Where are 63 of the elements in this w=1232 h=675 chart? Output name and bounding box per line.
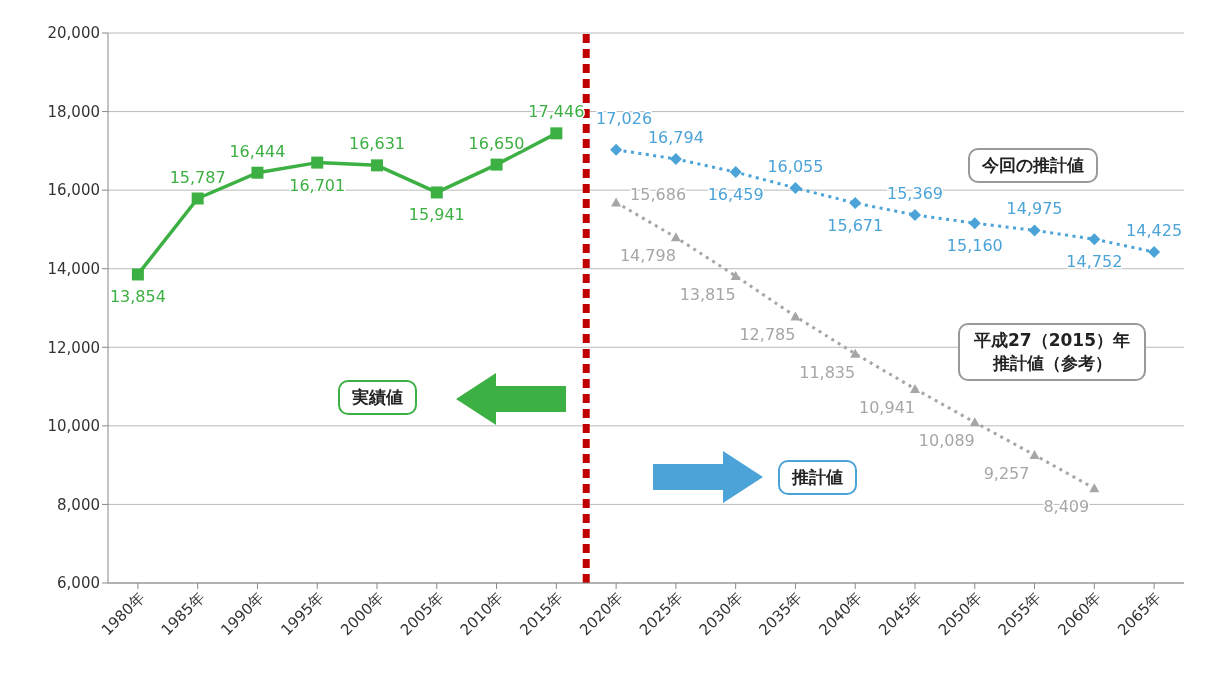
point — [968, 217, 981, 230]
data-label: 16,055 — [767, 156, 824, 176]
data-label: 15,671 — [827, 216, 884, 236]
point — [729, 166, 742, 179]
point — [430, 186, 443, 199]
y-tick-label: 10,000 — [47, 417, 100, 436]
point — [550, 127, 563, 140]
data-label: 14,975 — [1006, 199, 1063, 219]
data-label: 16,794 — [647, 127, 704, 147]
data-label: 14,752 — [1066, 252, 1123, 272]
point — [1148, 246, 1161, 259]
y-tick-label: 6,000 — [57, 574, 100, 593]
data-label: 14,798 — [619, 246, 676, 266]
y-tick-label: 20,000 — [47, 24, 100, 43]
y-tick-label: 8,000 — [57, 495, 100, 514]
data-label: 16,650 — [468, 133, 525, 153]
point — [251, 166, 264, 179]
y-tick-label: 14,000 — [47, 260, 100, 279]
data-label: 16,444 — [229, 141, 286, 161]
data-label: 15,787 — [169, 167, 226, 187]
data-label: 9,257 — [983, 464, 1030, 484]
data-label: 10,089 — [918, 431, 975, 451]
point — [610, 143, 623, 156]
data-label: 13,815 — [679, 284, 736, 304]
point — [1089, 483, 1100, 493]
annotation: 今回の推計値 — [968, 148, 1098, 183]
data-label: 16,701 — [289, 175, 346, 195]
point — [371, 159, 383, 172]
point — [969, 417, 980, 427]
data-label: 15,369 — [887, 183, 943, 203]
point — [849, 197, 862, 210]
data-label: 16,459 — [707, 185, 764, 205]
point — [311, 156, 324, 169]
point — [789, 181, 802, 194]
annotation: 平成27（2015）年推計値（参考） — [958, 323, 1146, 381]
annotation: 推計値 — [778, 460, 857, 495]
point — [1028, 224, 1041, 237]
point — [670, 232, 681, 242]
y-tick-label: 12,000 — [47, 338, 100, 357]
data-label: 10,941 — [859, 397, 915, 417]
data-label: 17,446 — [528, 102, 585, 122]
data-label: 14,425 — [1126, 221, 1183, 241]
data-label: 12,785 — [739, 325, 796, 345]
point — [910, 383, 920, 393]
y-tick-label: 16,000 — [47, 181, 100, 200]
annotation: 実績値 — [338, 380, 417, 415]
point — [669, 152, 682, 165]
point — [490, 158, 503, 171]
data-label: 15,686 — [630, 185, 687, 205]
point — [730, 270, 741, 280]
data-label: 15,941 — [408, 205, 465, 225]
point — [850, 348, 861, 358]
data-label: 15,160 — [946, 236, 1003, 256]
data-label: 16,631 — [349, 134, 405, 154]
point — [131, 268, 144, 281]
point — [191, 192, 204, 205]
y-tick-label: 18,000 — [47, 102, 100, 121]
data-label: 17,026 — [596, 108, 653, 128]
point — [909, 208, 921, 221]
data-label: 11,835 — [799, 362, 856, 382]
data-label: 13,854 — [109, 287, 166, 307]
point — [1029, 450, 1040, 460]
point — [1088, 233, 1101, 246]
